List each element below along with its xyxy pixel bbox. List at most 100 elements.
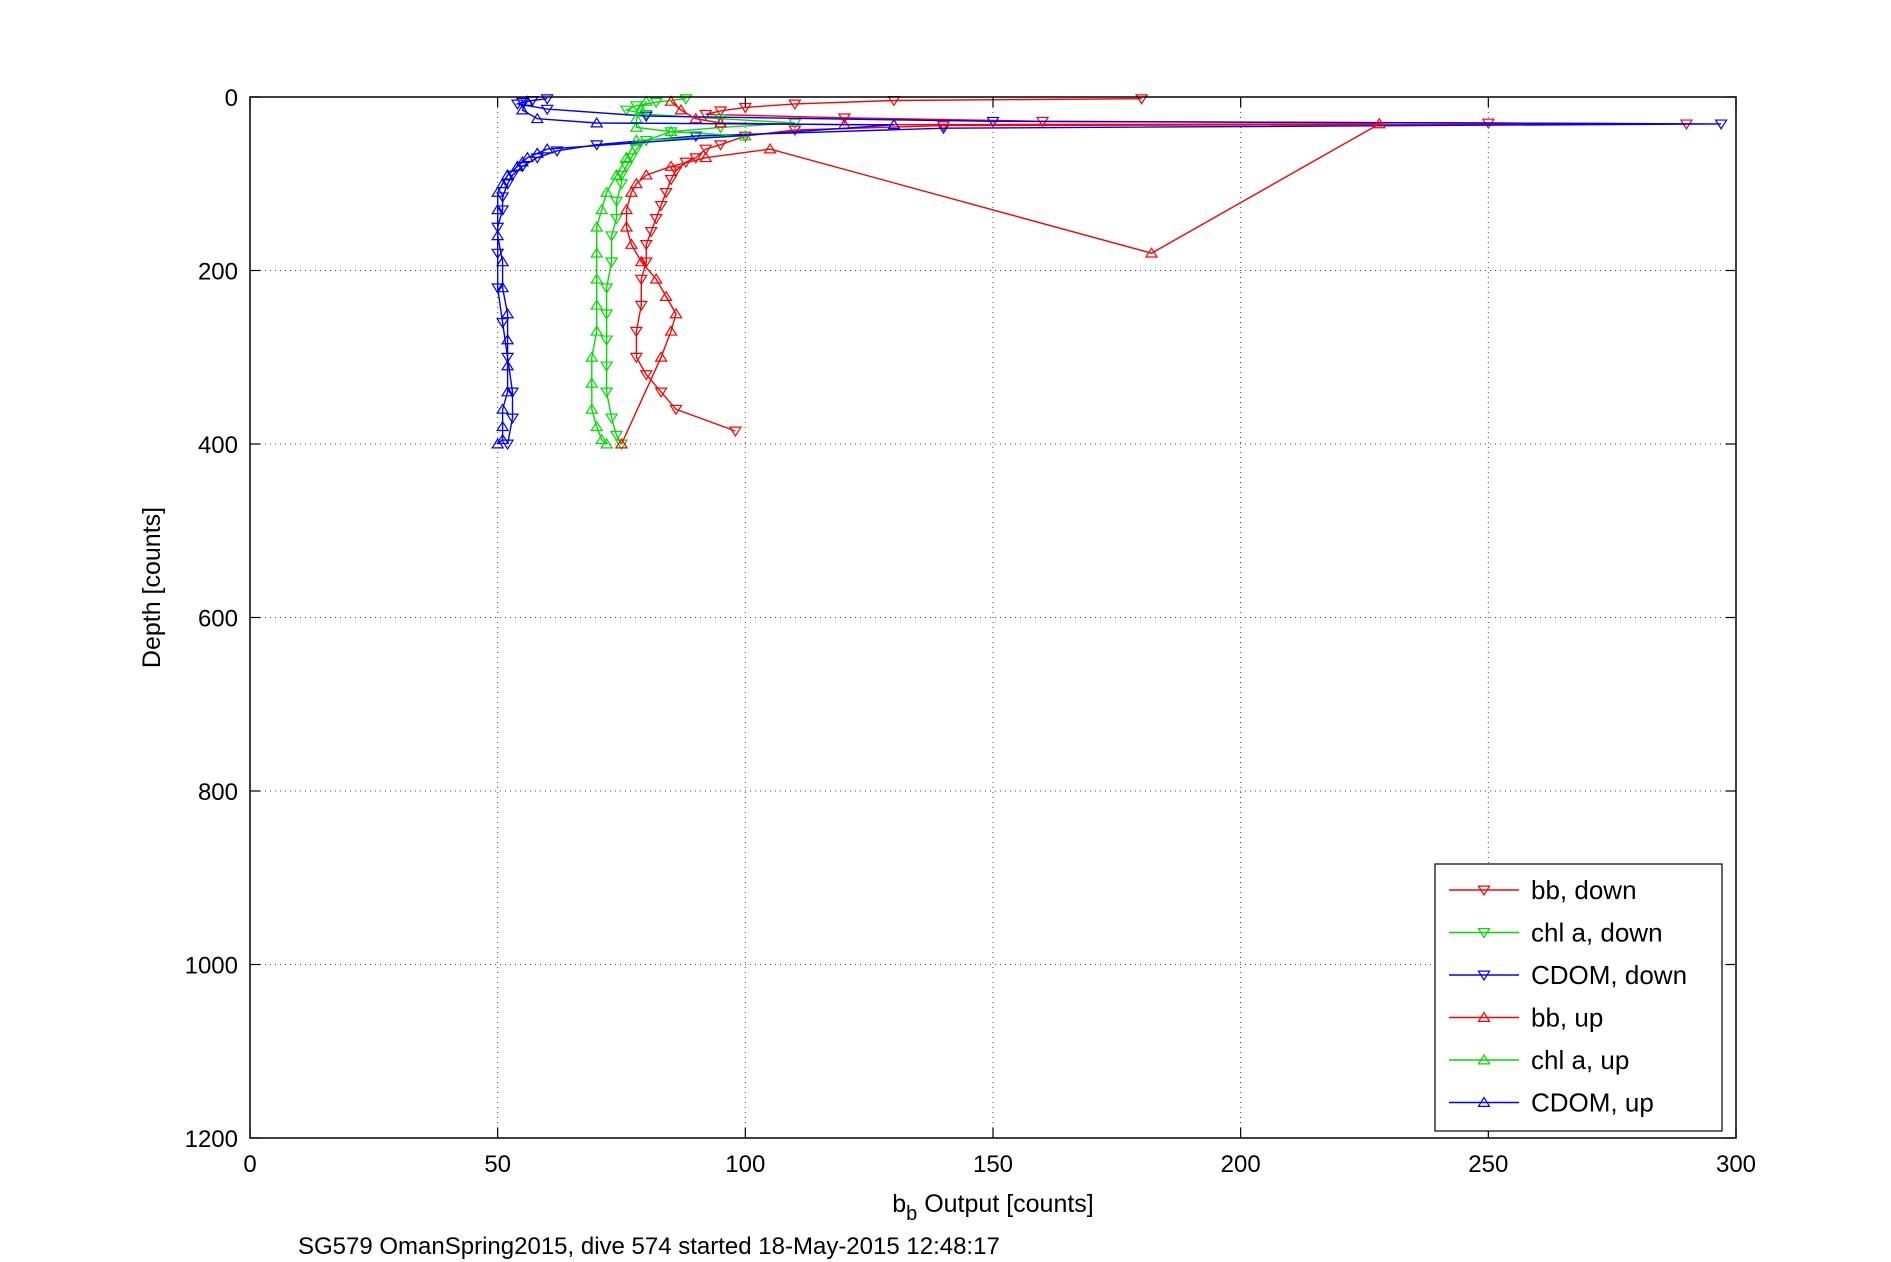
legend-entry: CDOM, down	[1449, 960, 1687, 990]
data-point	[664, 125, 678, 137]
legend-entry: chl a, up	[1449, 1045, 1629, 1075]
data-point	[699, 151, 713, 163]
data-point	[590, 299, 604, 310]
data-point	[491, 203, 505, 215]
x-axis-label-subscript: b	[906, 1203, 917, 1225]
data-point	[629, 352, 643, 364]
legend-marker	[1477, 885, 1491, 897]
data-point	[629, 144, 643, 156]
x-tick-label: 100	[725, 1151, 765, 1178]
data-point	[614, 179, 629, 190]
data-point	[659, 187, 673, 199]
data-point	[669, 404, 683, 416]
data-point	[491, 186, 505, 197]
data-point	[600, 437, 614, 449]
data-point	[624, 153, 638, 164]
data-point	[619, 161, 634, 173]
series-line	[605, 98, 795, 445]
data-point	[699, 109, 713, 121]
series-line	[620, 100, 1383, 445]
legend-entry: bb, up	[1449, 1003, 1603, 1033]
data-point	[629, 134, 643, 145]
legend-label: chl a, up	[1531, 1045, 1629, 1075]
data-point	[515, 155, 530, 167]
data-point	[674, 103, 688, 115]
data-point	[595, 433, 609, 445]
data-point	[689, 153, 703, 164]
data-point	[763, 142, 777, 154]
data-point	[614, 170, 629, 182]
data-point	[500, 333, 515, 345]
data-point	[689, 112, 703, 124]
legend-marker	[1477, 1053, 1491, 1065]
legend-marker	[1477, 970, 1491, 982]
legend-label: CDOM, down	[1531, 960, 1687, 990]
data-point	[619, 221, 634, 232]
x-axis-label: bb Output [counts]	[892, 1190, 1094, 1225]
data-point	[600, 283, 614, 294]
legend-label: chl a, down	[1531, 918, 1663, 948]
y-tick-label: 1000	[185, 953, 238, 980]
data-point	[728, 426, 743, 438]
data-point	[496, 403, 510, 414]
data-point	[609, 430, 624, 442]
data-point	[505, 413, 520, 425]
data-point	[713, 140, 728, 151]
legend-entry: CDOM, up	[1449, 1088, 1654, 1118]
data-point	[634, 255, 648, 267]
data-point	[609, 196, 624, 208]
data-point	[491, 437, 505, 449]
series-line	[497, 100, 894, 445]
data-point	[624, 238, 638, 249]
data-point	[639, 257, 653, 268]
data-point	[936, 121, 951, 132]
data-point	[590, 221, 604, 232]
x-tick-label: 0	[243, 1151, 256, 1178]
legend-entry: chl a, down	[1449, 918, 1663, 948]
legend-marker	[1477, 1011, 1491, 1022]
x-axis-label-base: b	[892, 1190, 906, 1218]
data-point	[713, 116, 728, 128]
x-tick-label: 200	[1221, 1151, 1261, 1178]
data-point	[595, 203, 609, 215]
data-point	[654, 200, 668, 212]
data-point	[515, 103, 530, 115]
data-point	[496, 420, 510, 432]
caption: SG579 OmanSpring2015, dive 574 started 1…	[298, 1233, 1000, 1260]
data-point	[654, 351, 668, 362]
data-point	[496, 177, 510, 189]
data-point	[679, 94, 693, 105]
y-axis-label: Depth [counts]	[138, 507, 166, 668]
legend-label: CDOM, up	[1531, 1088, 1654, 1118]
data-point	[629, 101, 643, 112]
data-point	[788, 125, 802, 137]
legend-marker	[1477, 1096, 1491, 1107]
legend-label: bb, down	[1531, 875, 1637, 905]
data-point	[500, 385, 515, 397]
series-line	[497, 98, 1722, 445]
data-point	[496, 318, 510, 329]
data-point	[590, 325, 604, 336]
data-point	[520, 151, 534, 163]
data-point	[986, 116, 1000, 128]
data-point	[590, 247, 604, 258]
data-point	[520, 95, 534, 106]
legend-entry: bb, down	[1449, 875, 1637, 905]
data-point	[664, 325, 678, 336]
data-point	[590, 273, 604, 284]
legend: bb, down chl a, down CDOM, down bb, up chl a…	[1434, 863, 1723, 1132]
data-point	[629, 326, 643, 338]
data-point	[600, 387, 614, 399]
y-tick-label: 200	[198, 259, 238, 286]
data-point	[624, 186, 638, 197]
series-cdom-down	[491, 94, 1728, 451]
series-line	[591, 100, 746, 445]
data-point	[600, 361, 614, 373]
data-point	[639, 240, 653, 251]
data-point	[713, 106, 728, 117]
data-point	[505, 387, 520, 399]
data-point	[1372, 117, 1386, 129]
data-point	[585, 377, 599, 388]
data-point	[644, 227, 658, 238]
series-chl-a-up	[585, 95, 752, 449]
